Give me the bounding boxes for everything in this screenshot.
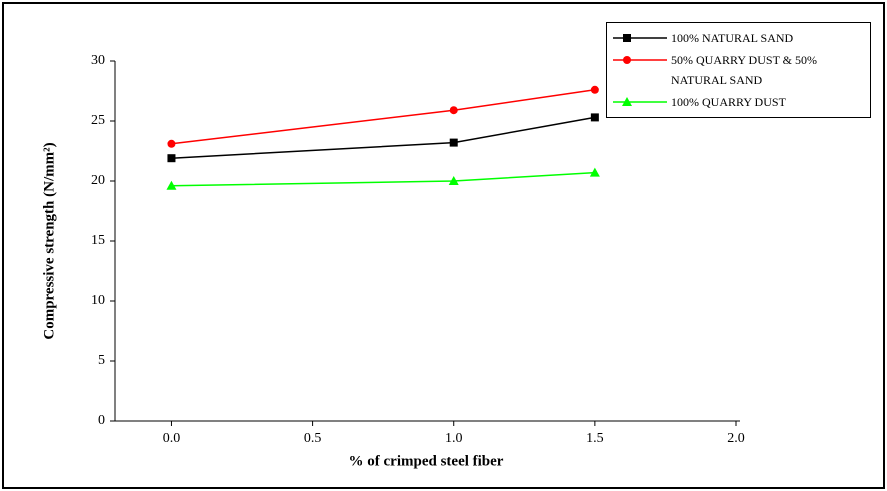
series-line xyxy=(171,116,595,159)
legend-marker xyxy=(623,34,631,42)
legend-marker xyxy=(622,97,632,106)
legend-marker xyxy=(623,56,631,64)
legend-entry: 50% QUARRY DUST & 50% NATURAL SAND xyxy=(611,50,866,90)
series-line xyxy=(171,171,595,187)
data-point xyxy=(589,167,600,177)
data-point xyxy=(167,139,176,148)
x-tick-label: 1.5 xyxy=(586,431,604,446)
legend-label: 100% NATURAL SAND xyxy=(671,31,794,45)
y-tick-label: 30 xyxy=(91,53,105,68)
x-tick-label: 0.5 xyxy=(304,431,322,446)
x-tick-label: 1.0 xyxy=(445,431,463,446)
y-axis-label: Compressive strength (N/mm²) xyxy=(41,142,57,339)
y-tick-label: 20 xyxy=(91,173,105,188)
x-axis-label: % of crimped steel fiber xyxy=(349,453,504,469)
y-tick-label: 10 xyxy=(91,293,105,308)
data-point xyxy=(166,180,177,190)
data-point xyxy=(167,154,176,163)
legend-swatch xyxy=(613,97,667,106)
x-tick-label: 0.0 xyxy=(163,431,181,446)
y-tick-label: 5 xyxy=(98,353,105,368)
legend-label: 50% QUARRY DUST & 50% NATURAL SAND xyxy=(671,53,818,87)
legend-entry: 100% NATURAL SAND xyxy=(611,28,866,48)
y-tick-label: 25 xyxy=(91,113,105,128)
data-point xyxy=(449,106,458,115)
legend-swatch xyxy=(613,56,667,64)
legend-entry: 100% QUARRY DUST xyxy=(611,92,866,112)
data-point xyxy=(448,176,459,185)
legend-swatch xyxy=(613,34,667,42)
x-tick-label: 2.0 xyxy=(727,431,745,446)
legend-label: 100% QUARRY DUST xyxy=(671,95,786,109)
data-point xyxy=(590,85,599,94)
y-tick-label: 15 xyxy=(91,233,105,248)
data-point xyxy=(449,138,458,147)
legend: 100% NATURAL SAND 50% QUARRY DUST & 50% N… xyxy=(606,22,871,118)
series-line xyxy=(171,89,595,145)
data-point xyxy=(590,113,599,122)
y-tick-label: 0 xyxy=(98,413,105,428)
